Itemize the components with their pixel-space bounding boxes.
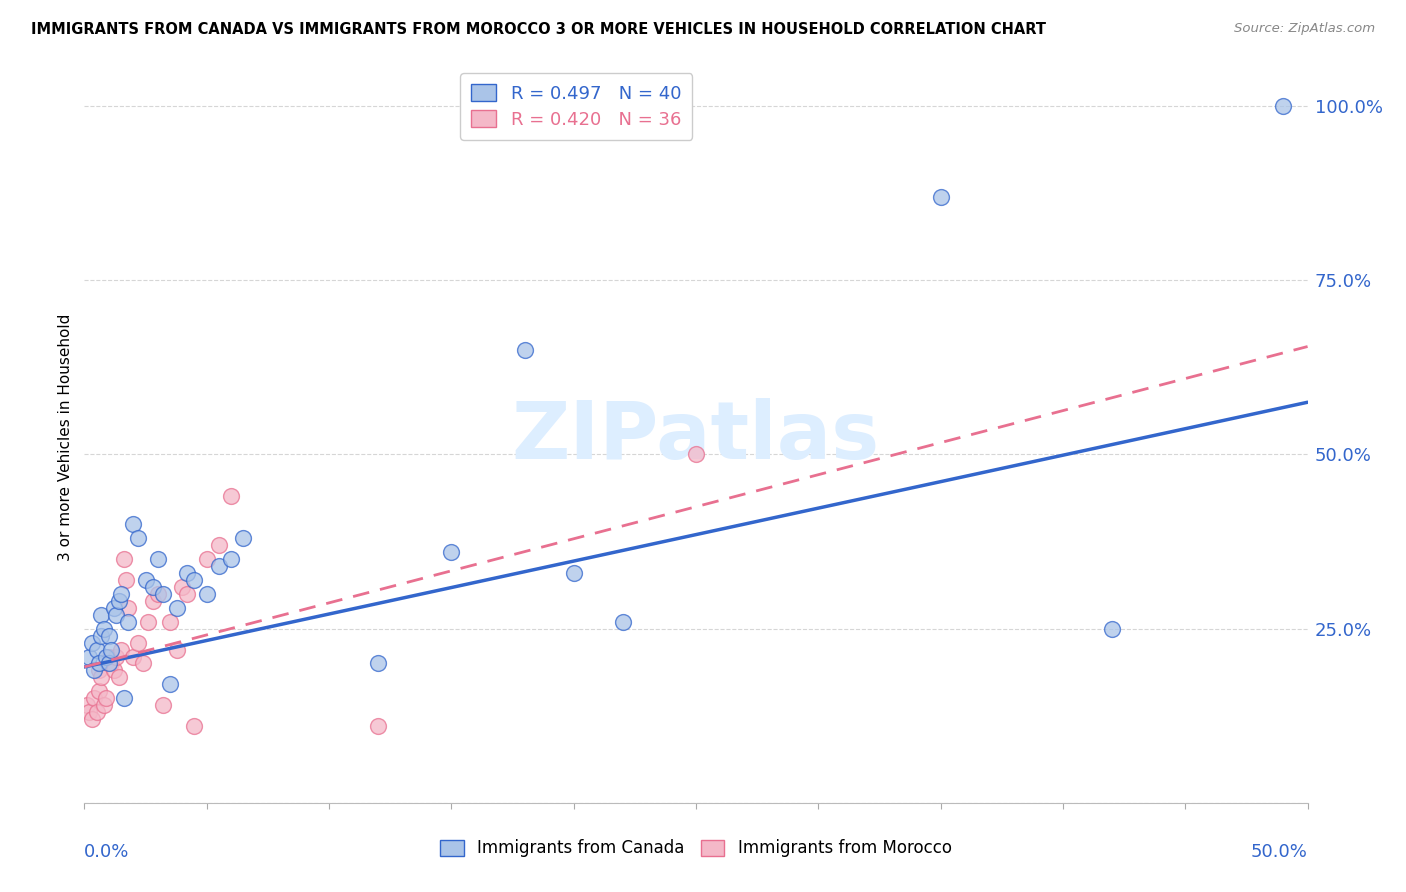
Point bbox=[86, 705, 108, 719]
Point bbox=[87, 664, 110, 678]
Point bbox=[208, 558, 231, 573]
Point bbox=[685, 448, 707, 462]
Point bbox=[87, 684, 110, 698]
Y-axis label: 3 or more Vehicles in Household: 3 or more Vehicles in Household bbox=[58, 313, 73, 561]
Point bbox=[97, 649, 120, 664]
Point bbox=[219, 489, 242, 503]
Point bbox=[117, 600, 139, 615]
Point bbox=[367, 657, 389, 671]
Point bbox=[1272, 99, 1295, 113]
Point bbox=[219, 552, 242, 566]
Point bbox=[176, 566, 198, 580]
Point bbox=[152, 587, 174, 601]
Point bbox=[195, 552, 218, 566]
Point bbox=[367, 719, 389, 733]
Point bbox=[80, 712, 103, 726]
Point bbox=[90, 670, 112, 684]
Point bbox=[172, 580, 194, 594]
Point bbox=[166, 642, 188, 657]
Point bbox=[195, 587, 218, 601]
Point bbox=[142, 580, 165, 594]
Point bbox=[142, 594, 165, 608]
Point bbox=[122, 517, 145, 532]
Point bbox=[97, 657, 120, 671]
Point bbox=[103, 664, 125, 678]
Point bbox=[117, 615, 139, 629]
Point bbox=[110, 642, 132, 657]
Point bbox=[90, 629, 112, 643]
Point bbox=[152, 698, 174, 713]
Point bbox=[93, 622, 115, 636]
Point bbox=[132, 657, 155, 671]
Text: Source: ZipAtlas.com: Source: ZipAtlas.com bbox=[1234, 22, 1375, 36]
Point bbox=[127, 531, 149, 545]
Point bbox=[105, 649, 128, 664]
Point bbox=[159, 615, 181, 629]
Point bbox=[103, 600, 125, 615]
Point bbox=[87, 657, 110, 671]
Point bbox=[176, 587, 198, 601]
Text: IMMIGRANTS FROM CANADA VS IMMIGRANTS FROM MOROCCO 3 OR MORE VEHICLES IN HOUSEHOL: IMMIGRANTS FROM CANADA VS IMMIGRANTS FRO… bbox=[31, 22, 1046, 37]
Point bbox=[513, 343, 536, 357]
Point bbox=[136, 615, 159, 629]
Point bbox=[159, 677, 181, 691]
Point bbox=[77, 649, 100, 664]
Point bbox=[146, 552, 169, 566]
Point bbox=[110, 587, 132, 601]
Text: 0.0%: 0.0% bbox=[84, 843, 129, 861]
Point bbox=[96, 691, 118, 706]
Point bbox=[183, 573, 205, 587]
Point bbox=[77, 705, 100, 719]
Point bbox=[86, 642, 108, 657]
Point bbox=[97, 629, 120, 643]
Point bbox=[127, 635, 149, 649]
Point bbox=[612, 615, 634, 629]
Point bbox=[146, 587, 169, 601]
Point bbox=[208, 538, 231, 552]
Point bbox=[166, 600, 188, 615]
Point bbox=[1101, 622, 1123, 636]
Legend: Immigrants from Canada, Immigrants from Morocco: Immigrants from Canada, Immigrants from … bbox=[433, 832, 959, 864]
Point bbox=[440, 545, 463, 559]
Point bbox=[93, 698, 115, 713]
Point bbox=[80, 635, 103, 649]
Point bbox=[112, 552, 135, 566]
Point bbox=[183, 719, 205, 733]
Point bbox=[115, 573, 138, 587]
Point bbox=[76, 698, 98, 713]
Point bbox=[562, 566, 585, 580]
Point bbox=[107, 670, 129, 684]
Point bbox=[122, 649, 145, 664]
Point bbox=[112, 691, 135, 706]
Text: 50.0%: 50.0% bbox=[1251, 843, 1308, 861]
Point bbox=[232, 531, 254, 545]
Point bbox=[90, 607, 112, 622]
Text: ZIPatlas: ZIPatlas bbox=[512, 398, 880, 476]
Point bbox=[83, 664, 105, 678]
Point bbox=[100, 642, 122, 657]
Point bbox=[83, 691, 105, 706]
Point bbox=[929, 190, 952, 204]
Point bbox=[135, 573, 157, 587]
Point bbox=[105, 607, 128, 622]
Point bbox=[107, 594, 129, 608]
Point bbox=[100, 657, 122, 671]
Point bbox=[96, 649, 118, 664]
